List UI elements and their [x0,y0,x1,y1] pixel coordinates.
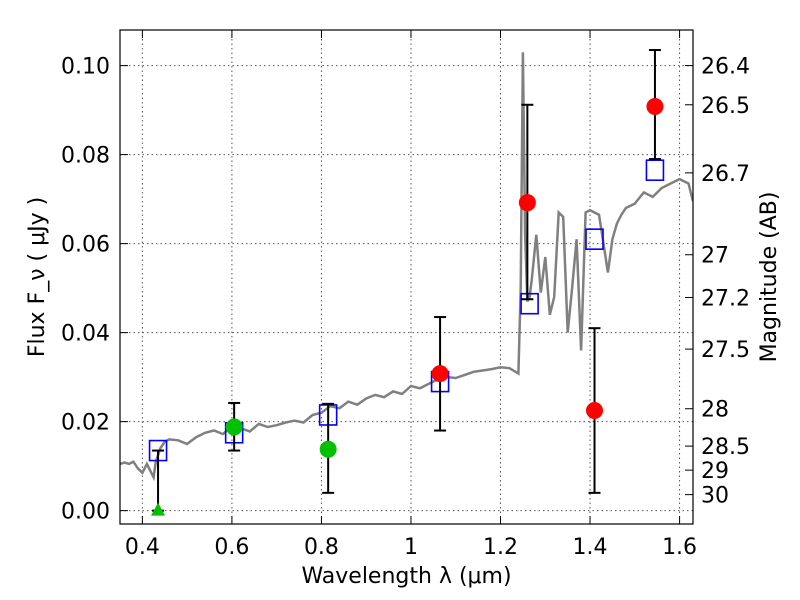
y-tick-label: 0.10 [61,55,110,80]
y-tick-label: 0.08 [61,144,110,169]
x-tick-label: 0.6 [214,535,249,560]
x-tick-label: 0.8 [304,535,339,560]
y-tick-label: 0.06 [61,233,110,258]
y2-tick-label: 29 [701,459,729,484]
model-spectrum-line [120,52,693,482]
y2-tick-label: 27.2 [701,286,750,311]
y-axis-label: Flux F_ν ( μJy ) [25,197,50,357]
y2-tick-label: 27 [701,244,729,269]
y2-tick-label: 26.5 [701,94,750,119]
x-tick-label: 1.2 [483,535,518,560]
y2-tick-label: 26.7 [701,162,750,187]
x-tick-label: 1 [404,535,418,560]
y2-tick-label: 27.5 [701,338,750,363]
model-spectrum [120,52,693,482]
y2-tick-label: 28 [701,398,729,423]
observed-flux-point [586,402,604,420]
y2-axis-label: Magnitude (AB) [757,192,782,363]
x-axis-label: Wavelength λ (μm) [301,564,511,589]
axis-ticks: 0.4 0.6 0.8 1 1.2 1.4 1.6 0.00 0.02 0.04 0.06 0.08 0… [61,30,750,560]
data-markers [148,49,665,516]
model-flux-square [585,228,604,250]
observed-flux-point [518,194,536,212]
observed-flux-point [646,98,664,116]
y-tick-label: 0.00 [61,500,110,525]
plot-frame [119,29,694,525]
x-tick-label: 1.6 [662,535,697,560]
observed-flux-point [319,440,337,458]
observed-flux-point [431,365,449,383]
model-flux-square [520,292,539,315]
y2-tick-label: 28.5 [701,435,750,460]
x-tick-label: 1.4 [573,535,608,560]
x-tick-label: 0.4 [125,535,160,560]
upper-limit-triangle [151,502,166,516]
model-flux-square [645,159,665,181]
y2-tick-label: 26.4 [701,55,750,80]
y2-tick-label: 30 [701,484,729,509]
y-tick-label: 0.04 [61,322,110,347]
y-tick-label: 0.02 [61,411,110,436]
grid-lines [120,30,693,524]
observed-flux-point [225,418,243,436]
